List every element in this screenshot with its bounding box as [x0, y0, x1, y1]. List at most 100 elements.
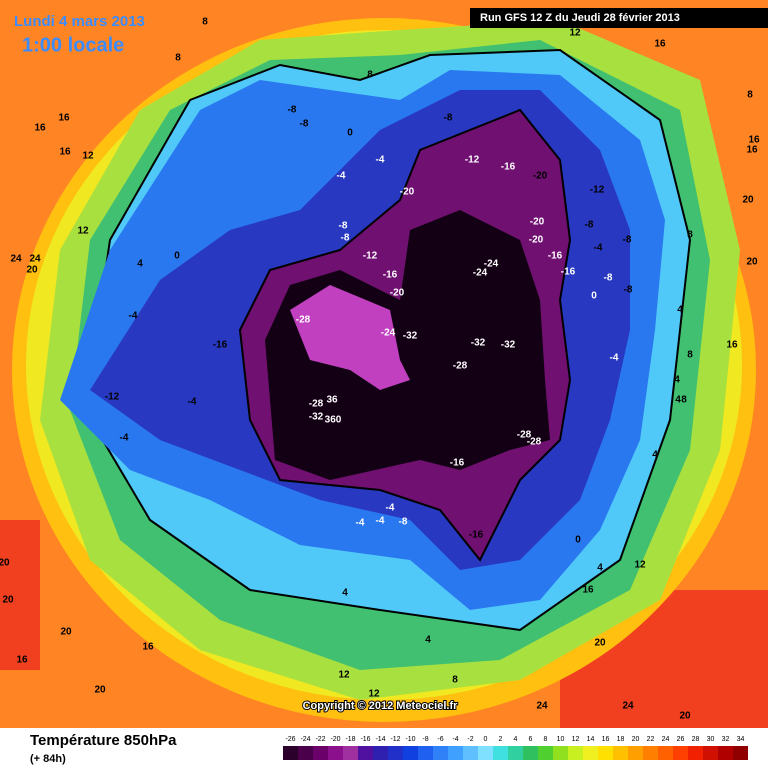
contour-label: -16 [383, 270, 398, 281]
contour-label: 20 [746, 257, 758, 268]
scale-swatch [598, 746, 613, 760]
contour-label: 20 [679, 711, 691, 722]
scale-label: 24 [662, 736, 670, 743]
contour-label: 16 [746, 145, 758, 156]
contour-label: 12 [338, 670, 350, 681]
contour-label: 8 [681, 395, 687, 406]
contour-label: -20 [529, 235, 544, 246]
contour-label: 16 [582, 585, 594, 596]
scale-label: 6 [529, 736, 533, 743]
footer-lead: (+ 84h) [30, 753, 66, 765]
scale-label: -18 [345, 736, 355, 743]
contour-label: -12 [465, 155, 480, 166]
contour-label: 12 [77, 226, 89, 237]
contour-label: -24 [473, 268, 488, 279]
field-black [265, 210, 550, 480]
contour-label: 0 [347, 128, 353, 139]
date: Lundi 4 mars 2013 [14, 13, 145, 30]
contour-label: -32 [471, 338, 486, 349]
scale-label: 16 [602, 736, 610, 743]
scale-swatch [553, 746, 568, 760]
scale-swatch [403, 746, 418, 760]
contour-label: -28 [517, 430, 532, 441]
contour-label: -4 [376, 155, 385, 166]
contour-label: 4 [342, 588, 348, 599]
scale-swatch [658, 746, 673, 760]
footer-title: Température 850hPa [30, 732, 177, 749]
contour-label: -28 [527, 437, 542, 448]
contour-label: 12 [368, 689, 380, 700]
contour-label: 16 [59, 147, 71, 158]
scale-swatch [688, 746, 703, 760]
run-info: Run GFS 12 Z du Jeudi 28 février 2013 [480, 12, 680, 24]
scale-swatch [673, 746, 688, 760]
contour-label: -8 [341, 233, 350, 244]
contour-label: 8 [367, 70, 373, 81]
contour-label: 20 [94, 685, 106, 696]
scale-swatch [583, 746, 598, 760]
contour-label: -4 [356, 518, 365, 529]
scale-swatch [628, 746, 643, 760]
contour-label: 24 [622, 701, 634, 712]
contour-label: 16 [654, 39, 666, 50]
contour-label: 36 [326, 395, 338, 406]
contour-label: -32 [403, 331, 418, 342]
contour-label: -8 [585, 220, 594, 231]
scale-label: 18 [617, 736, 625, 743]
scale-label: -14 [375, 736, 385, 743]
contour-label: -8 [604, 273, 613, 284]
scale-label: -16 [360, 736, 370, 743]
contour-label: 16 [142, 642, 154, 653]
scale-swatch [418, 746, 433, 760]
contour-labels: -28-24 -32-32 -32-28-28 36-32 360-28-28-16-1… [0, 17, 760, 722]
contour-label: -16 [501, 162, 516, 173]
contour-label: 20 [0, 558, 10, 569]
contour-label: 8 [452, 675, 458, 686]
contour-label: -20 [533, 171, 548, 182]
contour-label: -8 [339, 221, 348, 232]
scale-label: -20 [330, 736, 340, 743]
scale-swatch [643, 746, 658, 760]
scale-label: -26 [285, 736, 295, 743]
contour-label: 16 [16, 655, 28, 666]
contour-label: -12 [590, 185, 605, 196]
color-scale: -26 -24 -22 -20 -18 -16 -14 -12 -10 -8 -6 -4 -2 0 2 4 6 8… [283, 736, 748, 760]
scale-label: -22 [315, 736, 325, 743]
scale-label: 28 [692, 736, 700, 743]
contour-label: 24 [10, 254, 22, 265]
contour-label: 20 [60, 627, 72, 638]
scale-label: -24 [300, 736, 310, 743]
contour-label: -16 [548, 251, 563, 262]
contour-label: 16 [34, 123, 46, 134]
scale-swatch [283, 746, 298, 760]
contour-label: -32 [501, 340, 516, 351]
contour-label: -8 [300, 119, 309, 130]
contour-label: -32 [309, 412, 324, 423]
contour-label: -4 [120, 433, 129, 444]
scale-swatch [733, 746, 748, 760]
contour-label: 0 [174, 251, 180, 262]
contour-label: 24 [29, 254, 41, 265]
scale-label: 26 [677, 736, 685, 743]
scale-swatch [448, 746, 463, 760]
contour-label: 20 [742, 195, 754, 206]
scale-swatch [478, 746, 493, 760]
temperature-field [0, 0, 768, 728]
contour-label: 20 [26, 265, 38, 276]
scale-swatch [613, 746, 628, 760]
scale-label: 4 [514, 736, 518, 743]
scale-swatch [703, 746, 718, 760]
field-hot [0, 520, 40, 670]
contour-label: -4 [386, 503, 395, 514]
scale-swatch [718, 746, 733, 760]
contour-label: 4 [597, 563, 603, 574]
contour-label: 20 [2, 595, 14, 606]
contour-label: -12 [105, 392, 120, 403]
scale-label: -10 [405, 736, 415, 743]
time: 1:00 locale [22, 34, 124, 56]
contour-label: -28 [309, 399, 324, 410]
scale-label: 8 [544, 736, 548, 743]
scale-label: 34 [737, 736, 745, 743]
scale-swatch [298, 746, 313, 760]
